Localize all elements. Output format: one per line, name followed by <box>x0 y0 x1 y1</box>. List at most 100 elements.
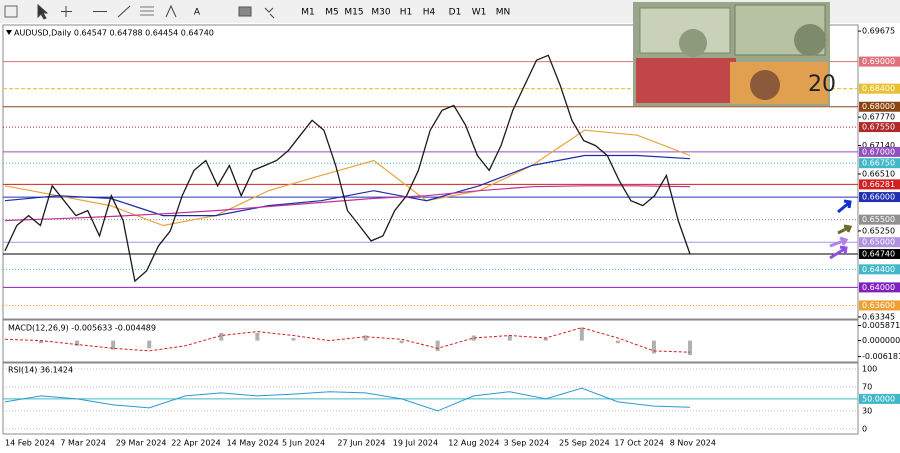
price-tick-label: 0.66510 <box>862 170 895 179</box>
fibo-tool[interactable] <box>165 4 177 18</box>
date-label: 12 Aug 2024 <box>448 439 499 448</box>
rsi-tick-label: 70 <box>862 382 872 391</box>
date-label: 29 Mar 2024 <box>116 439 167 448</box>
level-badge <box>859 83 900 94</box>
level-label: 0.66750 <box>862 159 895 168</box>
price-tick-label: 0.67140 <box>862 141 895 150</box>
channel-tool[interactable] <box>140 6 154 16</box>
level-label: 0.64000 <box>862 283 895 292</box>
macd-signal <box>4 327 691 353</box>
macd-tick-label: -0.006181 <box>862 352 900 361</box>
shapes-tool[interactable] <box>264 7 275 19</box>
macd-bar <box>75 340 80 346</box>
level-label: 0.66281 <box>862 180 895 189</box>
chart-header: AUDUSD,Daily 0.64547 0.64788 0.64454 0.6… <box>14 29 214 38</box>
level-badge <box>859 56 900 67</box>
price-tick-label: 0.67770 <box>862 113 895 122</box>
menu-icon[interactable] <box>4 5 18 18</box>
rect-tool[interactable] <box>238 6 252 17</box>
timeframe-button[interactable]: D1 <box>449 8 462 18</box>
macd-bar <box>399 340 404 344</box>
level-badge <box>859 237 900 248</box>
level-badge <box>859 101 900 112</box>
macd-bar <box>219 332 224 341</box>
timeframe-button[interactable]: M30 <box>371 8 390 18</box>
level-label: 0.69000 <box>862 57 895 66</box>
crosshair-tool[interactable] <box>61 6 72 17</box>
date-label: 5 Jun 2024 <box>282 439 325 448</box>
level-badge <box>859 179 900 190</box>
macd-bar <box>363 335 368 341</box>
level-badge <box>859 158 900 169</box>
rsi-line <box>4 387 691 412</box>
date-label: 14 Feb 2024 <box>5 439 55 448</box>
level-badge <box>859 192 900 203</box>
banknote-numeral: 20 <box>808 72 836 97</box>
price-tick-label: 0.65250 <box>862 226 895 235</box>
timeframe-button[interactable]: MN <box>496 8 511 18</box>
level-badge <box>859 214 900 225</box>
level-label: 0.65000 <box>862 238 895 247</box>
level-label: 0.64740 <box>862 249 895 258</box>
money-image: 20 <box>633 2 836 106</box>
main-panel <box>2 24 859 320</box>
macd-bar <box>579 327 584 341</box>
macd-tick-label: 0.005871 <box>862 321 900 330</box>
macd-label: MACD(12,26,9) -0.005633 -0.004489 <box>8 324 156 333</box>
timeframe-button[interactable]: M1 <box>301 8 315 18</box>
trendline-tool[interactable] <box>117 5 131 18</box>
level-label: 0.63600 <box>862 301 895 310</box>
moving-average <box>4 185 691 222</box>
macd-bar <box>615 340 620 344</box>
signal-arrows <box>829 199 853 260</box>
macd-bar <box>688 340 692 356</box>
level-label: 0.67550 <box>862 123 895 132</box>
date-label: 17 Oct 2024 <box>614 439 663 448</box>
rsi-tick-label: 0 <box>862 424 867 433</box>
timeframe-button[interactable]: W1 <box>472 8 487 18</box>
level-label: 0.64400 <box>862 265 895 274</box>
macd-tick-label: 0.000000 <box>862 336 900 345</box>
macd-bar <box>543 338 548 341</box>
rsi-tick-label: 30 <box>862 406 872 415</box>
date-label: 3 Sep 2024 <box>504 439 550 448</box>
date-label: 7 Mar 2024 <box>60 439 106 448</box>
price-tick-label: 0.69675 <box>862 27 895 36</box>
date-label: 14 May 2024 <box>227 439 279 448</box>
rsi-badge <box>859 393 900 404</box>
macd-bar <box>147 340 152 349</box>
date-label: 22 Apr 2024 <box>171 439 220 448</box>
macd-bar <box>651 340 656 354</box>
timeframe-button[interactable]: H1 <box>400 8 413 18</box>
rsi-tick-label: 100 <box>862 364 877 373</box>
timeframe-button[interactable]: H4 <box>423 8 436 18</box>
macd-bar <box>435 340 440 351</box>
level-badge <box>859 248 900 259</box>
header-arrow <box>6 30 12 35</box>
cursor-tool[interactable] <box>37 3 49 20</box>
date-label: 25 Sep 2024 <box>559 439 610 448</box>
macd-bar <box>255 332 260 341</box>
rsi-tick-label: 50.0000 <box>862 394 895 403</box>
level-label: 0.67000 <box>862 147 895 156</box>
date-label: 19 Jul 2024 <box>393 439 438 448</box>
timeframe-button[interactable]: M5 <box>325 8 339 18</box>
level-badge <box>859 122 900 133</box>
rsi-label: RSI(14) 36.1424 <box>8 366 73 375</box>
price-tick-label: 0.63345 <box>862 312 895 321</box>
price-line <box>4 54 691 283</box>
timeframe-button[interactable]: M15 <box>344 8 363 18</box>
moving-average <box>4 154 691 217</box>
date-label: 27 Jun 2024 <box>337 439 385 448</box>
level-badge <box>859 300 900 311</box>
moving-average <box>4 129 691 227</box>
date-label: 8 Nov 2024 <box>670 439 716 448</box>
level-badge <box>859 282 900 293</box>
level-badge <box>859 146 900 157</box>
macd-bar <box>39 340 44 344</box>
level-label: 0.68000 <box>862 102 895 111</box>
macd-bar <box>507 335 512 341</box>
level-label: 0.65500 <box>862 215 895 224</box>
text-tool[interactable]: A <box>194 8 201 18</box>
